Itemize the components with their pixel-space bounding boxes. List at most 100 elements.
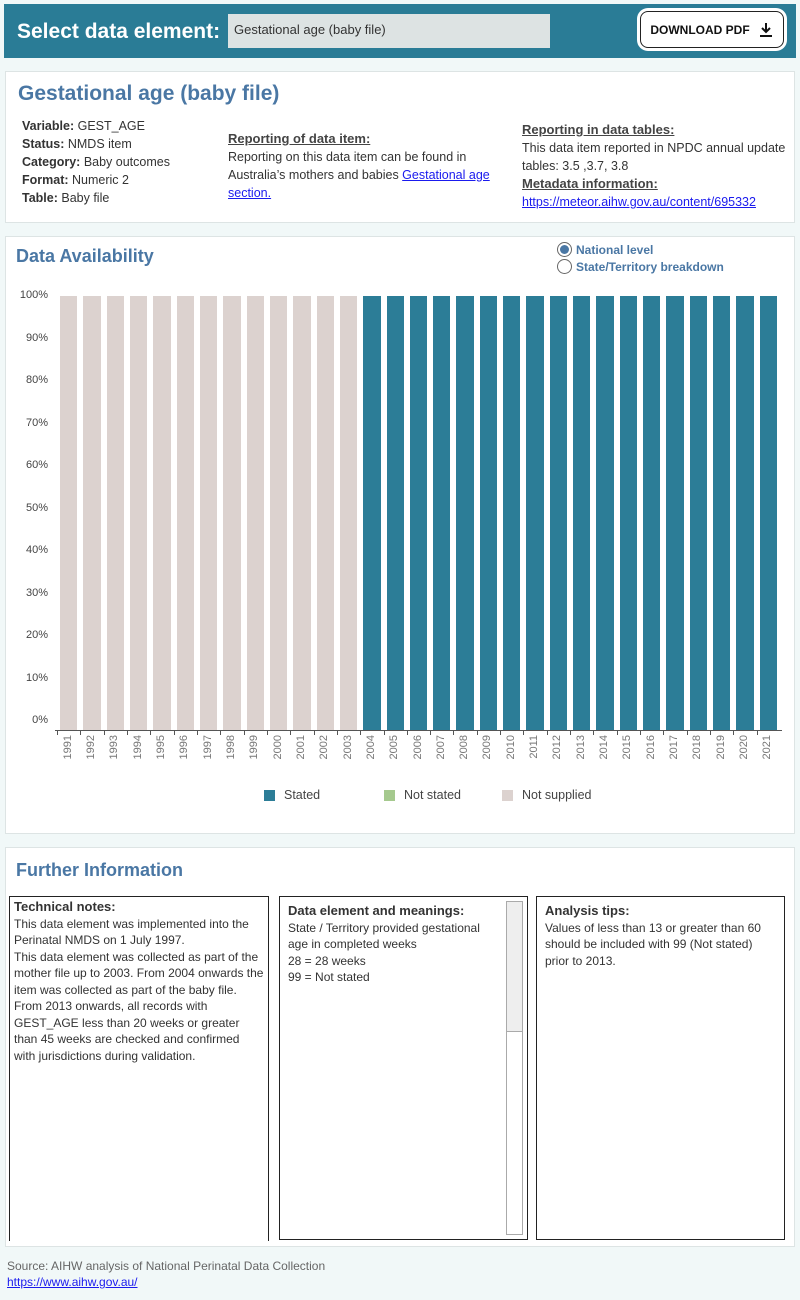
bar-stated	[573, 296, 591, 730]
x-tick-mark	[243, 730, 245, 735]
radio-label: State/Territory breakdown	[576, 259, 724, 274]
bar-stated	[549, 296, 568, 730]
reporting-heading: Reporting of data item:	[228, 131, 371, 146]
y-tick-label: 70%	[25, 416, 48, 429]
x-tick-label: 2020	[738, 735, 751, 760]
bar-not-supplied	[199, 296, 218, 730]
bar-stated	[619, 296, 638, 730]
technical-heading: Technical notes:	[14, 899, 116, 914]
x-tick-label: 1998	[224, 735, 237, 760]
y-tick-label: 40%	[25, 544, 48, 556]
download-icon	[759, 22, 772, 37]
x-tick-label: 1994	[131, 735, 144, 760]
tables-section: Reporting in data tables: This data item…	[522, 121, 794, 211]
availability-title: Data Availability	[16, 246, 154, 266]
scrollbar[interactable]	[506, 901, 523, 1235]
tables-heading: Reporting in data tables:	[522, 122, 675, 137]
meaning-line: 99 = Not stated	[288, 970, 370, 984]
x-tick-label: 1996	[178, 735, 191, 760]
bar-stated	[596, 296, 614, 730]
x-tick-label: 2002	[318, 735, 331, 760]
download-pdf-button[interactable]: DOWNLOAD PDF	[640, 11, 784, 48]
bar-not-supplied	[316, 296, 334, 730]
y-tick-label: 30%	[25, 586, 48, 599]
technical-notes: This data element was implemented into t…	[14, 916, 264, 1065]
level-radio-group: National level State/Territory breakdown	[557, 241, 724, 275]
x-tick-label: 2005	[388, 735, 401, 760]
technical-note-line: This data element was implemented into t…	[14, 916, 249, 948]
x-tick-mark	[383, 730, 385, 735]
bar-stated	[409, 296, 428, 730]
legend-not-stated: Not stated	[384, 788, 461, 802]
x-tick-label: 2011	[528, 735, 541, 759]
x-tick-mark	[500, 730, 502, 735]
technical-note-line: This data element was collected as part …	[14, 949, 264, 997]
x-tick-label: 2009	[481, 735, 494, 760]
bar-stated	[479, 296, 498, 730]
gestational-age-link[interactable]: Gestational age section.	[228, 168, 490, 200]
x-tick-label: 1991	[61, 735, 74, 760]
y-tick-label: 80%	[25, 374, 48, 386]
bar-stated	[363, 296, 381, 730]
x-tick-mark	[686, 730, 688, 735]
x-tick-mark	[196, 730, 198, 735]
x-tick-mark	[313, 730, 315, 735]
x-tick-label: 1997	[201, 735, 214, 760]
x-tick-mark	[546, 730, 548, 735]
bar-not-supplied	[176, 296, 194, 730]
technical-notes-box: Technical notes: This data element was i…	[9, 896, 268, 1241]
field-value: Baby file	[57, 191, 110, 205]
field-row: Format: Numeric 2	[22, 171, 170, 189]
bar-stated	[433, 296, 451, 730]
x-tick-label: 2016	[644, 735, 657, 760]
x-tick-mark	[57, 730, 58, 735]
field-list: Variable: GEST_AGE Status: NMDS item Categ…	[22, 117, 170, 207]
select-label: Select data element:	[17, 20, 221, 43]
x-tick-label: 2007	[434, 735, 447, 760]
x-tick-mark	[710, 730, 712, 735]
field-row: Table: Baby file	[22, 189, 170, 207]
x-tick-mark	[593, 730, 595, 735]
x-tick-label: 2010	[504, 735, 517, 760]
x-tick-label: 1993	[108, 735, 121, 760]
meanings-heading: Data element and meanings:	[288, 903, 465, 918]
analysis-tips-box: Analysis tips: Values of less than 13 or…	[536, 896, 785, 1240]
radio-state[interactable]: State/Territory breakdown	[557, 258, 724, 275]
x-tick-mark	[733, 730, 735, 735]
y-tick-label: 90%	[25, 331, 48, 344]
bar-stated	[643, 296, 661, 730]
x-tick-mark	[266, 730, 268, 735]
field-value: Baby outcomes	[80, 155, 170, 169]
y-tick-label: 100%	[19, 289, 48, 301]
x-tick-label: 2013	[574, 735, 587, 760]
x-tick-label: 2000	[271, 735, 284, 760]
bar-stated	[456, 296, 474, 730]
metadata-heading: Metadata information:	[522, 176, 658, 191]
bar-stated	[666, 296, 684, 730]
bar-not-supplied	[339, 296, 358, 730]
source-text: Source: AIHW analysis of National Perina…	[7, 1259, 326, 1273]
bar-not-supplied	[60, 296, 78, 730]
field-row: Status: NMDS item	[22, 135, 170, 153]
scrollbar-thumb[interactable]	[507, 902, 522, 1032]
legend-stated: Stated	[264, 788, 320, 802]
y-tick-label: 10%	[25, 671, 48, 684]
footer: Source: AIHW analysis of National Perina…	[7, 1258, 325, 1290]
x-tick-mark	[220, 730, 222, 735]
radio-national[interactable]: National level	[557, 241, 724, 258]
data-element-select[interactable]: Gestational age (baby file)	[228, 14, 550, 48]
page-title: Gestational age (baby file)	[18, 82, 280, 105]
technical-note-line: From 2013 onwards, all records with GEST…	[14, 999, 240, 1063]
x-tick-mark	[756, 730, 758, 735]
field-key: Status:	[22, 137, 65, 151]
x-tick-mark	[640, 730, 642, 735]
bar-stated	[759, 296, 777, 730]
field-key: Category:	[22, 155, 81, 169]
metadata-link[interactable]: https://meteor.aihw.gov.au/content/69533…	[522, 195, 756, 209]
x-tick-label: 1995	[154, 735, 167, 760]
x-tick-mark	[126, 730, 128, 735]
field-value: Numeric 2	[68, 173, 129, 187]
aihw-link[interactable]: https://www.aihw.gov.au/	[7, 1275, 138, 1289]
field-row: Variable: GEST_AGE	[22, 117, 170, 135]
field-key: Variable:	[22, 119, 75, 133]
